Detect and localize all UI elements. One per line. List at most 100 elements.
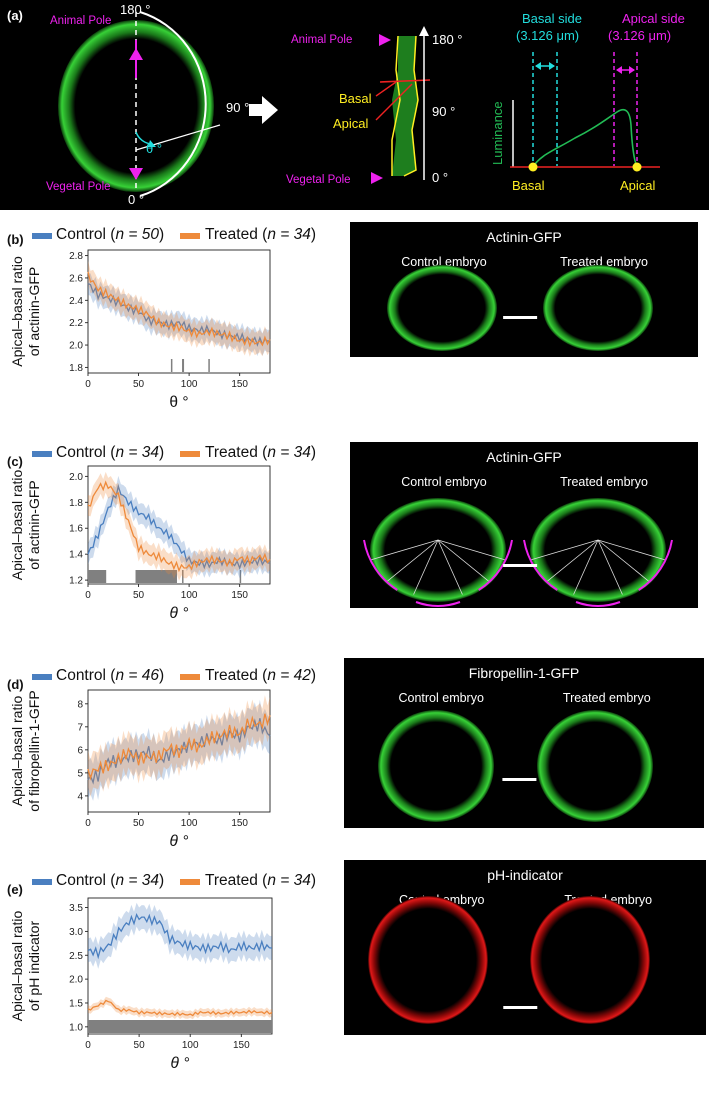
significance-mark: [182, 359, 185, 372]
legend-control-name: Control (: [56, 444, 116, 461]
series-line-treated: [87, 271, 271, 348]
basal-side-label: Basal side: [522, 11, 582, 26]
strip-90-label: 90 °: [432, 104, 455, 119]
plot-frame: [87, 897, 273, 1035]
micrograph-title: Actinin-GFP: [486, 449, 561, 465]
micrograph-treated-label: Treated embryo: [563, 691, 651, 705]
panel-label: (b): [7, 232, 24, 247]
strip-vegetal-arrow: [371, 172, 383, 184]
scale-bar: [503, 564, 538, 567]
series-band-treated: [88, 695, 270, 797]
panel-label: (c): [7, 454, 23, 469]
sector-ray: [530, 539, 599, 561]
y-tick-label: 2.6: [69, 273, 83, 284]
y-axis-label-line2: of pH indicator: [26, 921, 42, 1012]
legend-control: Control (n = 34): [56, 872, 164, 889]
legend-swatch-control: [32, 674, 52, 680]
x-tick-label: 0: [85, 818, 91, 829]
chart-panels: (b) Control (n = 50) Treated (n = 34) 1.8 2.…: [7, 222, 706, 1072]
y-tick-label: 1.4: [69, 550, 83, 561]
sector-ray: [370, 539, 439, 561]
micrograph-treated-label: Treated embryo: [560, 255, 648, 269]
sector-ray: [437, 539, 489, 582]
series-band-treated: [88, 996, 272, 1020]
sector-ray: [573, 539, 599, 595]
y-tick-label: 1.8: [69, 363, 83, 374]
plot-frame: [87, 249, 271, 374]
scale-bar: [502, 778, 537, 781]
sector-ray: [597, 539, 649, 582]
panel-a-label: (a): [7, 8, 23, 23]
animal-pole-arrow: [129, 48, 143, 60]
legend-treated: Treated (n = 34): [205, 226, 316, 243]
x-tick-label: 50: [133, 379, 145, 390]
legend-treated-n: n = 34: [267, 226, 311, 243]
strip-vegetal-pole-label: Vegetal Pole: [286, 174, 351, 186]
y-tick-label: 2.5: [69, 951, 83, 962]
legend-swatch-treated: [180, 233, 200, 239]
x-axis-label: θ °: [170, 833, 189, 850]
theta-label: θ °: [146, 141, 162, 156]
angle-90-label: 90 °: [226, 100, 249, 115]
y-tick-label: 2.0: [69, 472, 83, 483]
y-tick-label: 4: [77, 791, 83, 802]
x-tick-label: 100: [181, 590, 198, 601]
apical-label: Apical: [333, 116, 369, 131]
strip-0-label: 0 °: [432, 170, 448, 185]
x-tick-label: 0: [85, 590, 91, 601]
sector-ray: [547, 539, 599, 582]
panel-d: (d) Control (n = 46) Treated (n = 42) 4 5 6 7 8…: [7, 658, 704, 850]
apical-side-label: Apical side: [622, 11, 685, 26]
panel-a: (a) Animal Pole 180 ° 90 ° θ ° Vegetal P…: [0, 0, 709, 210]
angle-180-label: 180 °: [120, 2, 151, 17]
series-band-treated: [88, 471, 270, 581]
y-tick-label: 3.0: [69, 927, 83, 938]
series-line-treated: [87, 713, 271, 781]
micrograph-control-label: Control embryo: [401, 255, 486, 269]
series-band-control: [88, 475, 270, 579]
x-tick-label: 50: [133, 818, 145, 829]
panel-c: (c) Control (n = 34) Treated (n = 34) 1.2 1.…: [7, 442, 698, 622]
vegetal-pole-arrow: [129, 168, 143, 180]
scale-bar: [503, 1006, 538, 1009]
y-axis-label-line1: Apical–basal ratio: [9, 696, 25, 807]
legend-swatch-treated: [180, 674, 200, 680]
x-tick-label: 50: [134, 1040, 146, 1051]
angle-arc: [139, 11, 207, 197]
y-axis-label-line2: of actinin-GFP: [26, 480, 42, 569]
legend-swatch-control: [32, 451, 52, 457]
y-tick-label: 2.4: [69, 296, 83, 307]
significance-mark: [170, 359, 173, 372]
profile-apical-label: Apical: [620, 178, 656, 193]
significance-mark: [135, 570, 177, 583]
x-tick-label: 0: [85, 1040, 91, 1051]
animal-pole-label: Animal Pole: [50, 15, 111, 27]
legend-control-name: Control (: [56, 872, 116, 889]
y-axis-label-line1: Apical–basal ratio: [9, 470, 25, 581]
micrograph: Fibropellin-1-GFP Control embryo Treated e…: [344, 658, 704, 828]
y-tick-label: 1.6: [69, 524, 83, 535]
apical-side-width: (3.126 μm): [608, 28, 671, 43]
sector-ray: [413, 539, 439, 595]
panel-label: (e): [7, 882, 23, 897]
legend-control-name: Control (: [56, 667, 116, 684]
micrograph-title: Actinin-GFP: [486, 229, 561, 245]
treated-embryo-image: [537, 710, 653, 822]
y-tick-label: 1.5: [69, 998, 83, 1009]
y-tick-label: 6: [77, 745, 83, 756]
plot-frame: [87, 465, 271, 585]
strip-animal-arrow: [379, 34, 391, 46]
micrograph-title: Fibropellin-1-GFP: [469, 665, 579, 681]
sector-arc: [575, 601, 621, 607]
micrograph-control-label: Control embryo: [401, 475, 486, 489]
treated-embryo-image: [530, 498, 666, 602]
basal-label: Basal: [339, 91, 372, 106]
y-axis-label-line1: Apical–basal ratio: [9, 256, 25, 367]
legend-treated-n: n = 34: [267, 444, 311, 461]
legend-treated: Treated (n = 34): [205, 872, 316, 889]
strip-animal-pole-label: Animal Pole: [291, 34, 352, 46]
strip-180-label: 180 °: [432, 32, 463, 47]
y-tick-label: 2.2: [69, 318, 83, 329]
sector-arc: [478, 539, 513, 591]
y-tick-label: 7: [77, 722, 83, 733]
